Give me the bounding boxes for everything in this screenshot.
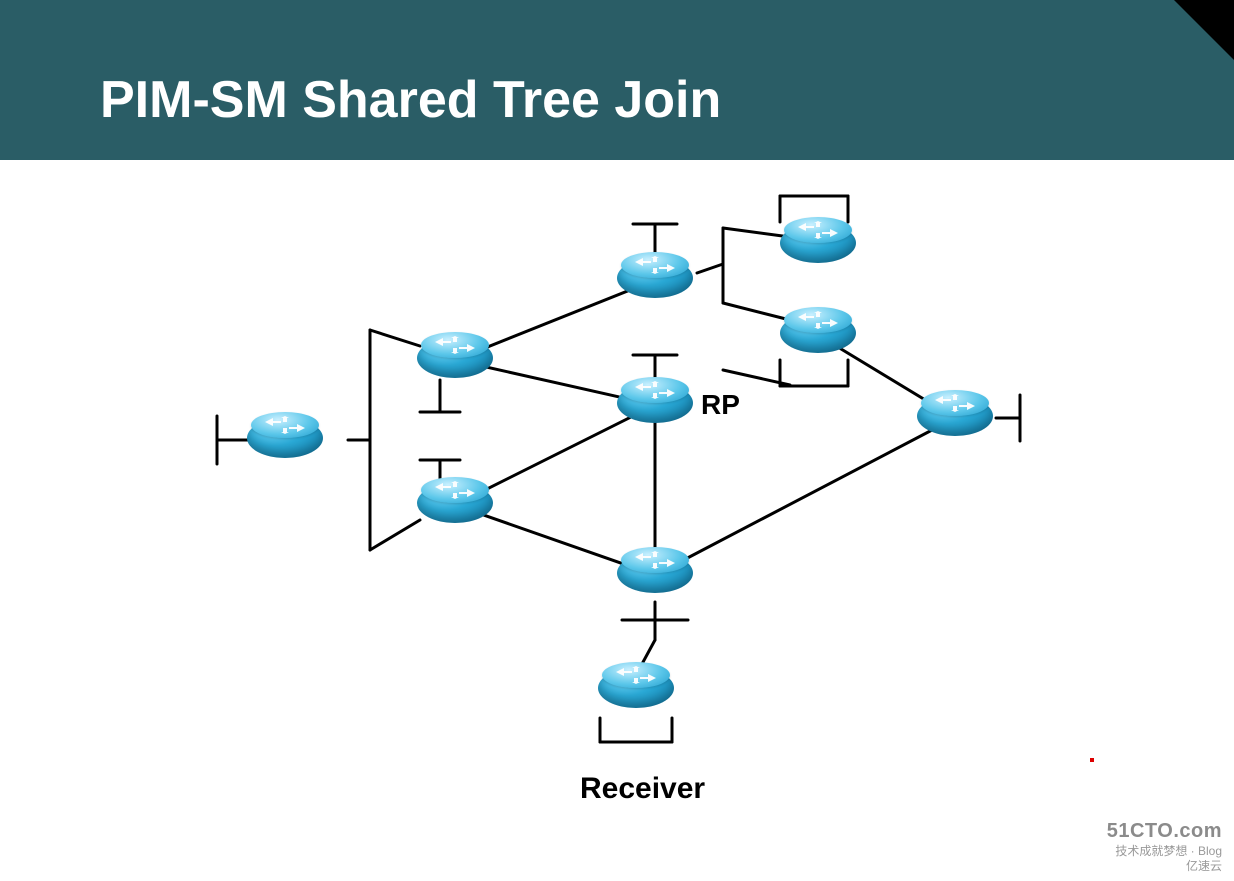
red-dot xyxy=(1090,758,1094,762)
watermark-line1: 51CTO.com xyxy=(1107,818,1222,844)
router-left xyxy=(247,418,323,466)
router-right xyxy=(917,396,993,444)
router-receiver xyxy=(598,668,674,716)
router-upperLeft xyxy=(417,338,493,386)
receiver-label: Receiver xyxy=(580,772,705,806)
watermark: 51CTO.com 技术成就梦想 · Blog 亿速云 xyxy=(1107,818,1222,875)
router-bottomCenter xyxy=(617,553,693,601)
watermark-line2: 技术成就梦想 · Blog xyxy=(1107,844,1222,860)
slide-title: PIM-SM Shared Tree Join xyxy=(0,0,1234,130)
router-topCenter xyxy=(617,258,693,306)
router-rp xyxy=(617,383,693,431)
router-topRight2 xyxy=(780,313,856,361)
watermark-line3: 亿速云 xyxy=(1107,859,1222,875)
router-topRight1 xyxy=(780,223,856,271)
router-lowerLeft xyxy=(417,483,493,531)
slide-header: PIM-SM Shared Tree Join xyxy=(0,0,1234,160)
rp-label: RP xyxy=(701,389,740,421)
corner-decoration xyxy=(1174,0,1234,60)
network-diagram: RP Receiver 51CTO.com 技术成就梦想 · Blog 亿速云 xyxy=(0,160,1234,881)
